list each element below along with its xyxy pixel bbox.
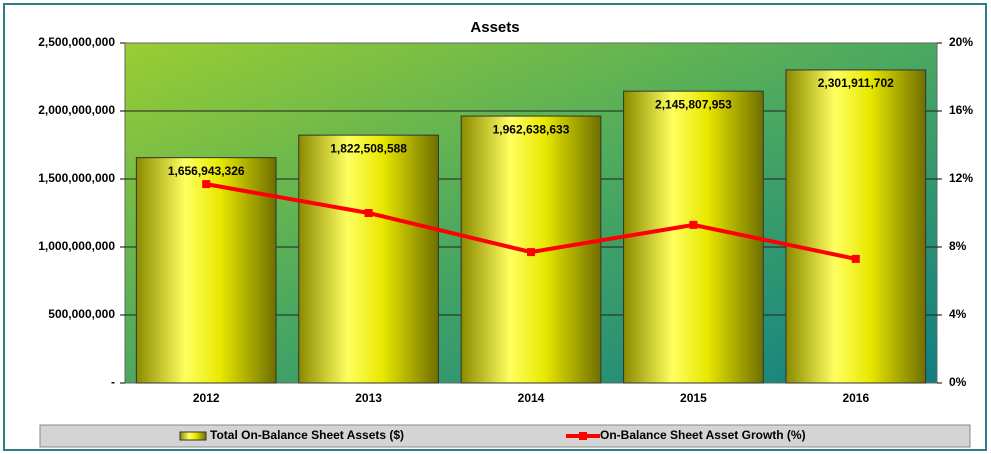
legend-marker [579, 432, 587, 440]
line-marker [851, 254, 860, 263]
y-tick-label: 2,000,000,000 [38, 103, 115, 117]
line-marker [689, 220, 698, 229]
line-marker [527, 248, 535, 257]
y-tick-label: - [111, 375, 115, 389]
bar-value-label: 1,656,943,326 [168, 164, 245, 178]
bar-value-label: 2,301,911,702 [818, 76, 894, 90]
legend [39, 424, 971, 448]
legend-label: On-Balance Sheet Asset Growth (%) [600, 428, 806, 442]
x-tick-label: 2013 [355, 391, 382, 405]
bar [623, 90, 764, 384]
y-tick-label: 1,000,000,000 [38, 239, 115, 253]
y2-tick-label: 12% [949, 171, 973, 185]
y2-tick-label: 0% [949, 375, 967, 389]
x-tick-label: 2012 [193, 391, 220, 405]
bar [135, 157, 277, 384]
x-tick-label: 2015 [680, 391, 707, 405]
line-marker [364, 209, 373, 217]
bar-value-label: 1,962,638,633 [493, 122, 570, 136]
x-tick-label: 2014 [518, 391, 545, 405]
x-tick-label: 2016 [842, 391, 869, 405]
line-marker [202, 180, 211, 189]
chart-title: Assets [470, 19, 519, 36]
y2-tick-label: 20% [949, 35, 973, 49]
legend-swatch [179, 431, 207, 441]
bar [785, 69, 927, 384]
bar-value-label: 1,822,508,588 [330, 141, 407, 155]
legend-label: Total On-Balance Sheet Assets ($) [210, 428, 404, 442]
y2-tick-label: 16% [949, 103, 973, 117]
bar-value-label: 2,145,807,953 [655, 97, 732, 111]
y2-tick-label: 4% [949, 307, 967, 321]
y2-tick-label: 8% [949, 239, 967, 253]
y-tick-label: 1,500,000,000 [38, 171, 115, 185]
y-tick-label: 2,500,000,000 [38, 35, 115, 49]
bar [298, 134, 439, 384]
y-tick-label: 500,000,000 [48, 307, 115, 321]
